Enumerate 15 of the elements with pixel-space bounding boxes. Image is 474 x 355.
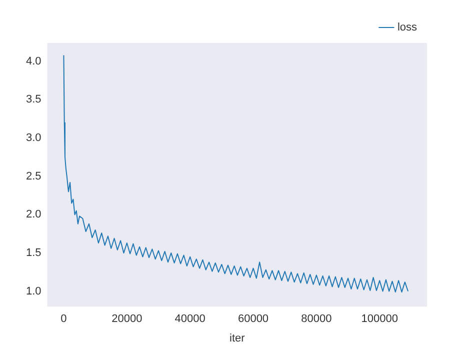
x-tick-label: 40000 [174, 313, 206, 326]
y-tick-label: 2.0 [26, 208, 42, 221]
y-tick-label: 1.0 [26, 285, 42, 298]
x-axis-title: iter [230, 332, 246, 344]
x-tick-label: 80000 [301, 313, 332, 326]
y-tick-label: 3.0 [26, 132, 42, 144]
x-tick-label: 0 [60, 313, 67, 326]
y-tick-label: 1.5 [26, 246, 42, 259]
y-tick-label: 3.5 [26, 94, 42, 106]
x-tick-label: 100000 [361, 313, 398, 326]
x-tick-label: 20000 [112, 313, 142, 326]
x-tick-label: 60000 [238, 313, 269, 326]
y-tick-label: 2.5 [26, 170, 42, 182]
y-tick-label: 4.0 [26, 55, 42, 68]
legend-label: loss [397, 22, 418, 34]
